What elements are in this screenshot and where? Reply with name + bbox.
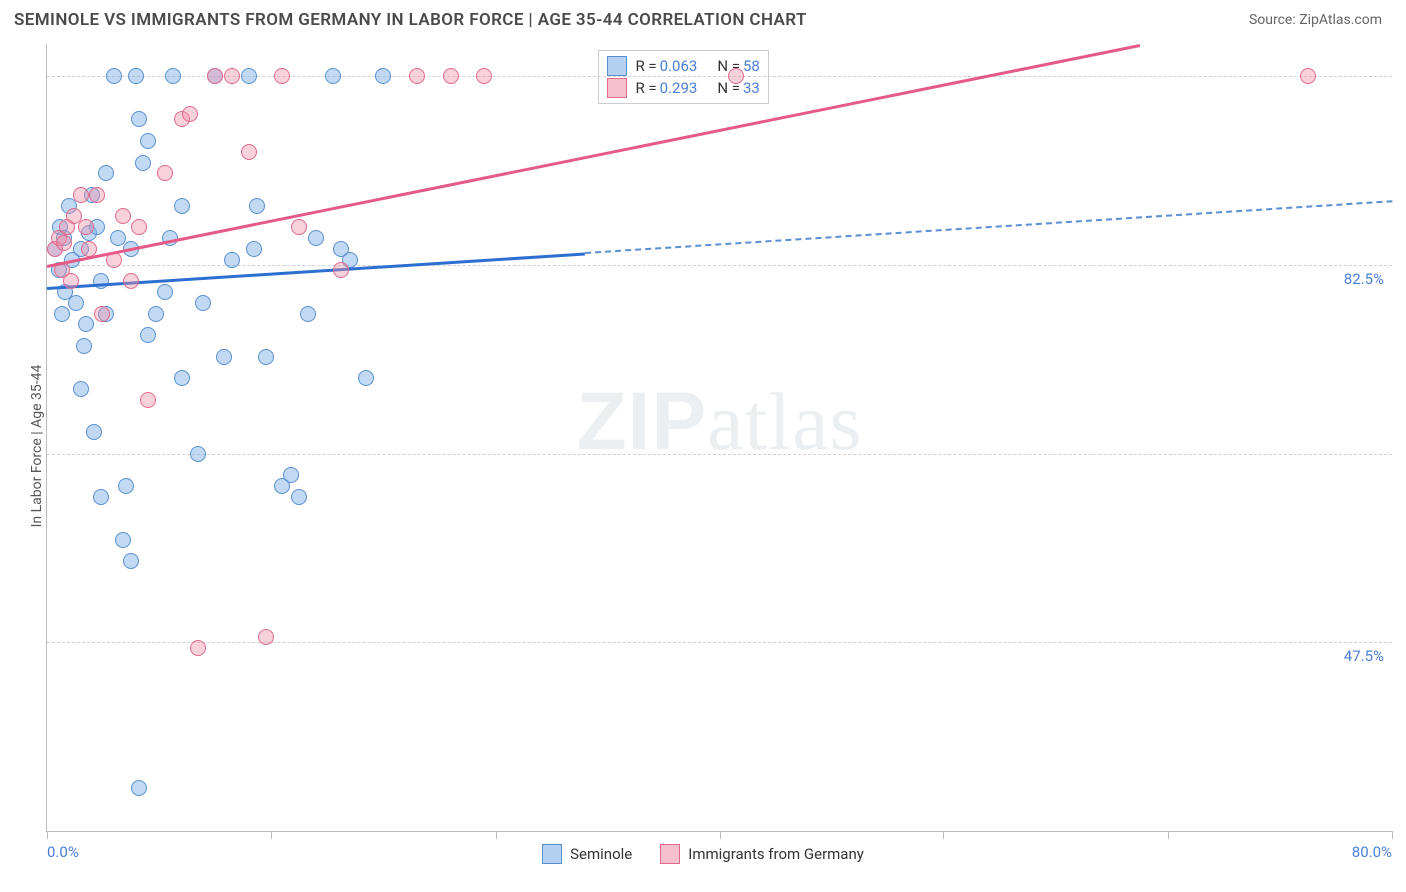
y-tick-label: 47.5% [1344, 647, 1384, 665]
legend-label: Seminole [570, 845, 632, 863]
plot-area: In Labor Force | Age 35-44 ZIPatlas R =0… [46, 44, 1392, 832]
data-point [157, 284, 173, 300]
data-point [300, 306, 316, 322]
data-point [190, 446, 206, 462]
data-point [106, 68, 122, 84]
data-point [76, 338, 92, 354]
data-point [358, 370, 374, 386]
data-point [73, 187, 89, 203]
data-point [86, 424, 102, 440]
y-tick-label: 82.5% [1344, 270, 1384, 288]
data-point [195, 295, 211, 311]
legend-swatch [660, 844, 680, 864]
gridline [47, 265, 1392, 266]
data-point [476, 68, 492, 84]
data-point [375, 68, 391, 84]
data-point [241, 68, 257, 84]
data-point [728, 68, 744, 84]
data-point [115, 532, 131, 548]
data-point [333, 262, 349, 278]
data-point [110, 230, 126, 246]
x-tick [720, 831, 721, 839]
data-point [78, 316, 94, 332]
x-tick [943, 831, 944, 839]
data-point [115, 208, 131, 224]
chart-container: In Labor Force | Age 35-44 ZIPatlas R =0… [14, 44, 1392, 872]
series-legend: Seminole Immigrants from Germany [14, 844, 1392, 864]
data-point [89, 187, 105, 203]
data-point [174, 198, 190, 214]
data-point [283, 467, 299, 483]
gridline [47, 642, 1392, 643]
data-point [118, 478, 134, 494]
data-point [94, 306, 110, 322]
data-point [135, 155, 151, 171]
x-tick [1168, 831, 1169, 839]
legend-r: R =0.063 [635, 57, 697, 75]
data-point [249, 198, 265, 214]
trend-line-dashed [585, 200, 1392, 254]
data-point [148, 306, 164, 322]
data-point [443, 68, 459, 84]
legend-swatch [607, 56, 627, 76]
data-point [131, 780, 147, 796]
data-point [308, 230, 324, 246]
data-point [93, 489, 109, 505]
data-point [63, 273, 79, 289]
data-point [258, 629, 274, 645]
data-point [190, 640, 206, 656]
data-point [258, 349, 274, 365]
data-point [246, 241, 262, 257]
legend-swatch [607, 78, 627, 98]
data-point [224, 68, 240, 84]
data-point [56, 235, 72, 251]
data-point [291, 219, 307, 235]
data-point [207, 68, 223, 84]
data-point [131, 219, 147, 235]
data-point [73, 381, 89, 397]
legend-r: R =0.293 [635, 79, 697, 97]
data-point [274, 68, 290, 84]
data-point [291, 489, 307, 505]
gridline [47, 454, 1392, 455]
data-point [157, 165, 173, 181]
legend-item: Seminole [542, 844, 632, 864]
data-point [224, 252, 240, 268]
data-point [165, 68, 181, 84]
data-point [123, 553, 139, 569]
legend-item: Immigrants from Germany [660, 844, 864, 864]
data-point [241, 144, 257, 160]
x-tick [47, 831, 48, 839]
data-point [409, 68, 425, 84]
x-tick [496, 831, 497, 839]
data-point [54, 306, 70, 322]
y-axis-label: In Labor Force | Age 35-44 [29, 364, 45, 527]
data-point [68, 295, 84, 311]
legend-label: Immigrants from Germany [688, 845, 864, 863]
chart-title: SEMINOLE VS IMMIGRANTS FROM GERMANY IN L… [14, 10, 807, 30]
legend-swatch [542, 844, 562, 864]
source-attribution: Source: ZipAtlas.com [1249, 12, 1382, 28]
data-point [98, 165, 114, 181]
x-tick [271, 831, 272, 839]
data-point [128, 68, 144, 84]
data-point [131, 111, 147, 127]
data-point [325, 68, 341, 84]
data-point [140, 327, 156, 343]
data-point [1300, 68, 1316, 84]
data-point [123, 273, 139, 289]
x-tick [1392, 831, 1393, 839]
data-point [78, 219, 94, 235]
data-point [216, 349, 232, 365]
data-point [174, 370, 190, 386]
data-point [140, 133, 156, 149]
data-point [140, 392, 156, 408]
data-point [182, 106, 198, 122]
